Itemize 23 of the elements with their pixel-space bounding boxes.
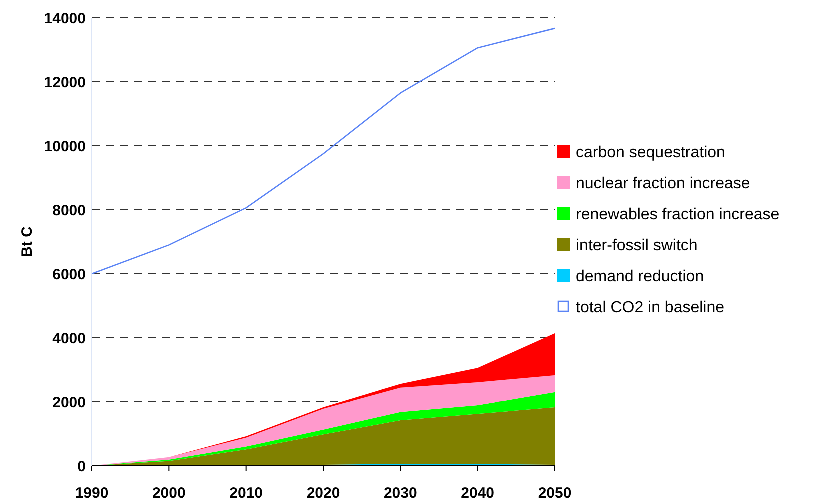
y-tick-label: 10000 [44, 138, 86, 156]
y-tick-label: 8000 [52, 202, 86, 220]
y-tick-label: 14000 [44, 10, 86, 28]
legend-label: demand reduction [576, 268, 704, 286]
x-tick-label: 2010 [230, 485, 264, 502]
legend-label: renewables fraction increase [576, 206, 780, 224]
x-tick-label: 2050 [538, 485, 572, 502]
legend-label: carbon sequestration [576, 144, 726, 162]
legend-label: total CO2 in baseline [576, 300, 725, 317]
x-tick-label: 2040 [461, 485, 495, 502]
y-tick-label: 4000 [52, 330, 86, 348]
x-tick-label: 2030 [384, 485, 418, 502]
x-tick-label: 2000 [152, 485, 186, 502]
x-tick-label: 2020 [306, 485, 340, 502]
line-series [91, 28, 556, 275]
y-tick-label: 12000 [44, 74, 86, 92]
legend-label: inter-fossil switch [576, 238, 698, 255]
y-tick-label: 0 [78, 458, 86, 476]
y-tick-label: 2000 [52, 394, 86, 412]
x-tick-label: 1990 [75, 485, 109, 502]
y-tick-label: 6000 [52, 266, 86, 284]
y-axis-title: Bt C [19, 226, 36, 258]
legend-label: nuclear fraction increase [576, 176, 750, 193]
